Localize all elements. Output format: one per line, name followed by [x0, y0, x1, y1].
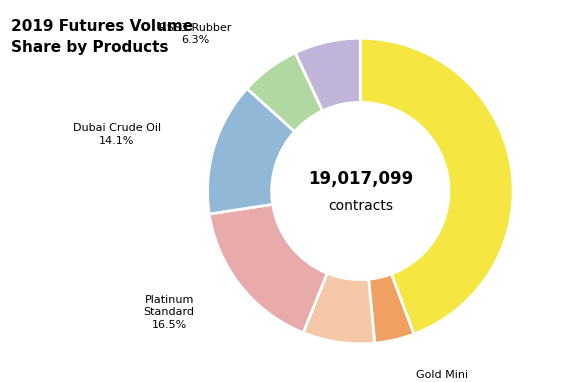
Text: contracts: contracts — [328, 199, 393, 213]
Text: RSS3 Rubber
6.3%: RSS3 Rubber 6.3% — [159, 23, 231, 45]
Text: 2019 Futures Volume
Share by Products: 2019 Futures Volume Share by Products — [11, 19, 193, 55]
Text: Dubai Crude Oil
14.1%: Dubai Crude Oil 14.1% — [73, 123, 161, 146]
Text: Platinum
Standard
16.5%: Platinum Standard 16.5% — [144, 295, 195, 330]
Text: 19,017,099: 19,017,099 — [308, 170, 413, 188]
Wedge shape — [247, 53, 323, 131]
Wedge shape — [295, 38, 360, 111]
Wedge shape — [209, 204, 327, 333]
Wedge shape — [369, 274, 414, 343]
Wedge shape — [360, 38, 513, 334]
Wedge shape — [303, 273, 375, 344]
Text: Gold Mini
4.2%: Gold Mini 4.2% — [417, 371, 468, 382]
Wedge shape — [208, 89, 294, 214]
